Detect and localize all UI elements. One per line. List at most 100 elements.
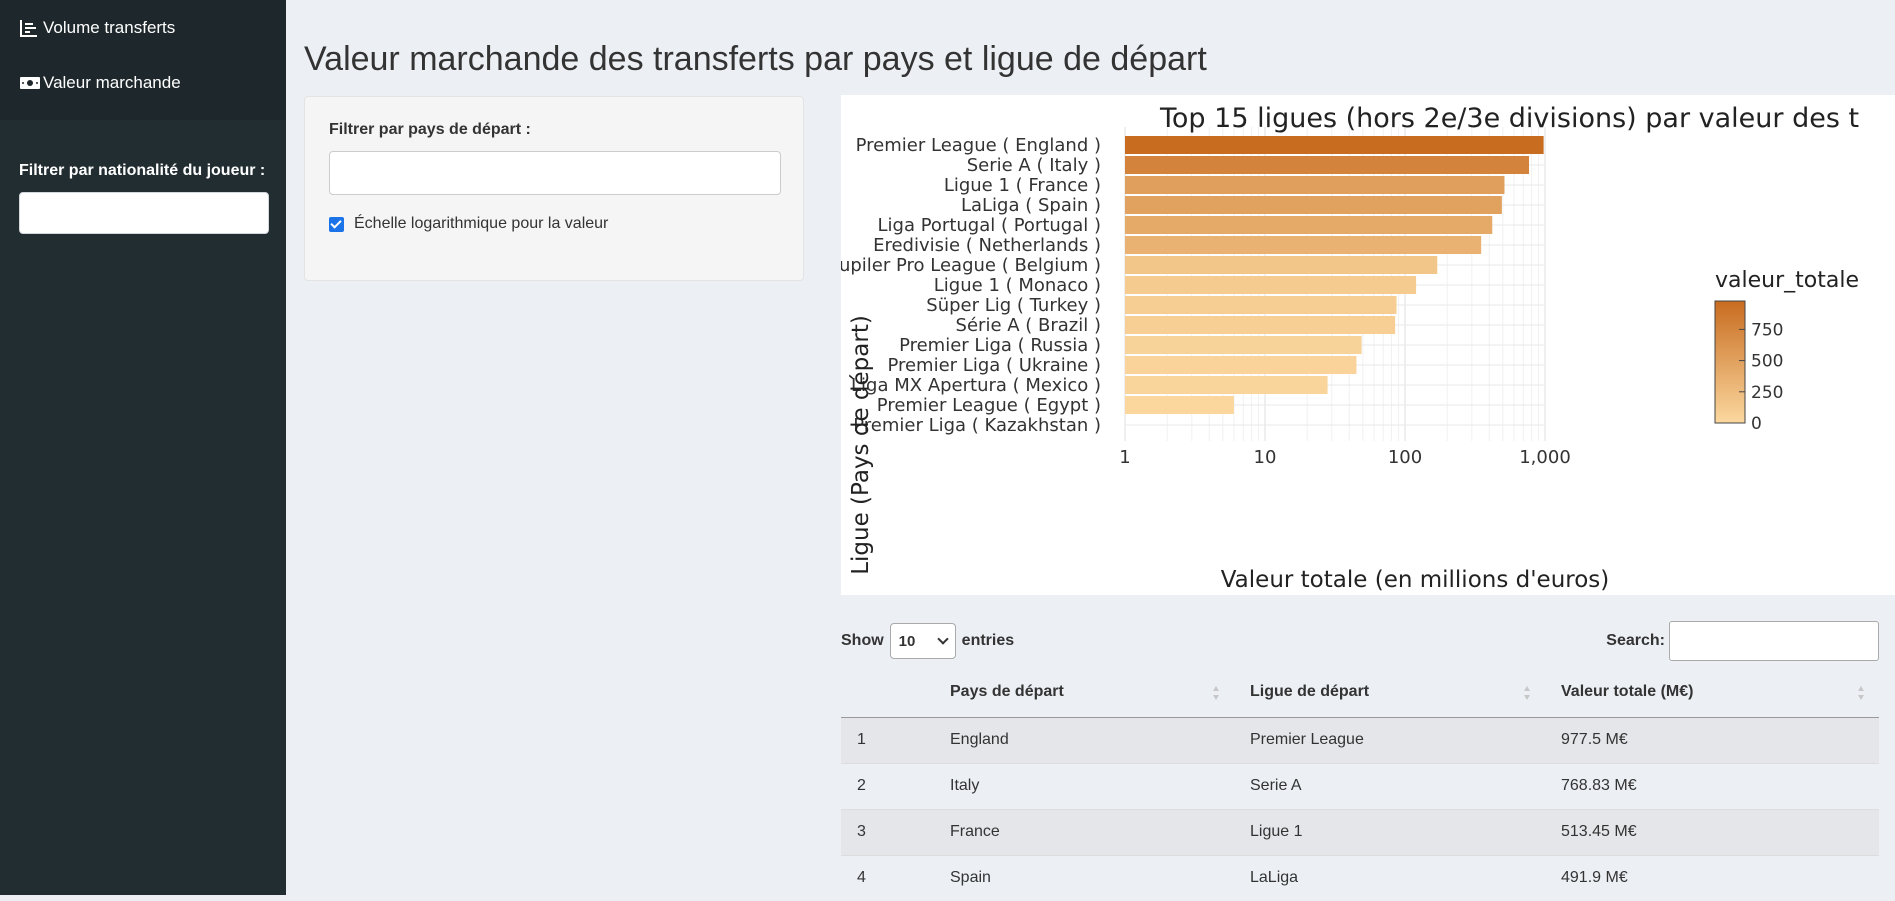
y-tick-label: Süper Lig ( Turkey ) bbox=[926, 295, 1101, 316]
page-length-control: Show 10 entries bbox=[841, 623, 1014, 659]
country-filter-label: Filtrer par pays de départ : bbox=[329, 121, 531, 138]
chart-title: Top 15 ligues (hors 2e/3e divisions) par… bbox=[1159, 103, 1859, 134]
page-length-value: 10 bbox=[898, 632, 916, 650]
legend-title: valeur_totale bbox=[1715, 268, 1859, 293]
cell-value: 977.5 M€ bbox=[1545, 716, 1879, 763]
money-bill-icon bbox=[19, 73, 40, 93]
cell-country: France bbox=[934, 808, 1234, 855]
y-tick-label: Premier Liga ( Ukraine ) bbox=[887, 355, 1101, 376]
legend-tick-label: 250 bbox=[1751, 383, 1783, 403]
y-tick-label: Ligue 1 ( Monaco ) bbox=[934, 275, 1101, 296]
cell-value: 491.9 M€ bbox=[1545, 854, 1879, 901]
table-controls: Show 10 entries Search: bbox=[841, 620, 1879, 662]
table-search-input[interactable] bbox=[1669, 621, 1879, 661]
search-label: Search: bbox=[1606, 632, 1665, 649]
chevron-down-icon bbox=[937, 633, 949, 645]
y-tick-label: Premier Liga ( Russia ) bbox=[899, 335, 1101, 356]
page-title: Valeur marchande des transferts par pays… bbox=[304, 40, 1207, 78]
y-tick-label: Premier League ( England ) bbox=[856, 135, 1101, 156]
show-label: Show bbox=[841, 632, 884, 649]
log-scale-checkbox[interactable] bbox=[329, 216, 344, 232]
chart-legend: valeur_totale 0 250 500 750 bbox=[1714, 268, 1859, 434]
log-scale-label: Échelle logarithmique pour la valeur bbox=[354, 215, 609, 232]
table-row[interactable]: 4 Spain LaLiga 491.9 M€ bbox=[841, 854, 1879, 901]
market-value-chart: Premier League ( England ) Serie A ( Ital… bbox=[841, 95, 1895, 595]
table-row[interactable]: 3 France Ligue 1 513.45 M€ bbox=[841, 808, 1879, 855]
y-tick-label: Liga Portugal ( Portugal ) bbox=[877, 215, 1101, 236]
table-search: Search: bbox=[1606, 621, 1879, 661]
y-tick-label: Jupiler Pro League ( Belgium ) bbox=[841, 255, 1101, 276]
cell-league: Ligue 1 bbox=[1234, 808, 1545, 855]
cell-league: Premier League bbox=[1234, 716, 1545, 763]
chart-x-axis-label: Valeur totale (en millions d'euros) bbox=[1221, 567, 1610, 593]
chart-bar[interactable] bbox=[1125, 316, 1396, 334]
x-tick-label: 1,000 bbox=[1519, 447, 1571, 468]
nationality-filter-input[interactable] bbox=[19, 192, 269, 234]
nationality-filter-label: Filtrer par nationalité du joueur : bbox=[19, 162, 266, 179]
cell-index: 3 bbox=[841, 808, 934, 855]
cell-index: 1 bbox=[841, 716, 934, 763]
chart-bar[interactable] bbox=[1125, 176, 1505, 194]
log-scale-option[interactable]: Échelle logarithmique pour la valeur bbox=[329, 215, 779, 233]
x-tick-label: 100 bbox=[1388, 447, 1422, 468]
chart-bar[interactable] bbox=[1125, 336, 1362, 354]
sort-icon bbox=[1213, 686, 1219, 700]
x-tick-label: 10 bbox=[1254, 447, 1277, 468]
country-filter-input[interactable] bbox=[329, 151, 781, 195]
sidebar: Volume transferts Valeur marchande Filtr… bbox=[0, 0, 286, 895]
x-tick-label: 1 bbox=[1119, 447, 1130, 468]
table-row[interactable]: 2 Italy Serie A 768.83 M€ bbox=[841, 762, 1879, 809]
chart-bar[interactable] bbox=[1125, 276, 1417, 294]
legend-tick-label: 750 bbox=[1751, 320, 1783, 340]
y-tick-label: Liga MX Apertura ( Mexico ) bbox=[851, 375, 1101, 396]
chart-bar[interactable] bbox=[1125, 356, 1357, 374]
legend-colorbar bbox=[1714, 300, 1746, 424]
sidebar-menu: Volume transferts Valeur marchande bbox=[0, 0, 286, 120]
entries-label: entries bbox=[961, 632, 1015, 649]
sidebar-item-valeur-marchande[interactable]: Valeur marchande bbox=[0, 55, 286, 110]
nationality-filter: Filtrer par nationalité du joueur : bbox=[0, 158, 286, 234]
cell-country: Spain bbox=[934, 854, 1234, 901]
chart-bar[interactable] bbox=[1125, 196, 1502, 214]
chart-bar[interactable] bbox=[1125, 156, 1530, 174]
column-header-value[interactable]: Valeur totale (M€) bbox=[1545, 667, 1879, 718]
sidebar-item-label: Volume transferts bbox=[43, 17, 176, 37]
chart-bar[interactable] bbox=[1125, 256, 1438, 274]
chart-bar[interactable] bbox=[1125, 136, 1544, 154]
cell-index: 2 bbox=[841, 762, 934, 809]
cell-league: Serie A bbox=[1234, 762, 1545, 809]
sort-icon bbox=[1524, 686, 1530, 700]
chart-bar[interactable] bbox=[1125, 296, 1397, 314]
page-length-select[interactable]: 10 bbox=[889, 623, 956, 659]
y-tick-label: Premier League ( Egypt ) bbox=[877, 395, 1101, 416]
table-header-row: Pays de départ Ligue de départ Valeur to… bbox=[841, 667, 1879, 718]
legend-tick-label: 500 bbox=[1751, 352, 1783, 372]
y-tick-label: Serie A ( Italy ) bbox=[967, 155, 1101, 176]
chart-y-axis-label: Ligue (Pays de départ) bbox=[848, 315, 874, 575]
cell-index: 4 bbox=[841, 854, 934, 901]
chart-bar[interactable] bbox=[1125, 236, 1482, 254]
cell-value: 768.83 M€ bbox=[1545, 762, 1879, 809]
table-row[interactable]: 1 England Premier League 977.5 M€ bbox=[841, 716, 1879, 763]
sidebar-item-volume-transferts[interactable]: Volume transferts bbox=[0, 0, 286, 55]
y-tick-label: LaLiga ( Spain ) bbox=[961, 195, 1101, 216]
bar-chart-icon bbox=[19, 18, 39, 38]
filter-panel: Filtrer par pays de départ : Échelle log… bbox=[304, 96, 804, 281]
sidebar-item-label: Valeur marchande bbox=[43, 72, 181, 92]
chart-bar[interactable] bbox=[1125, 216, 1493, 234]
column-header-index[interactable] bbox=[841, 667, 934, 718]
column-header-country[interactable]: Pays de départ bbox=[934, 667, 1234, 718]
chart-bar[interactable] bbox=[1125, 396, 1234, 414]
cell-league: LaLiga bbox=[1234, 854, 1545, 901]
market-value-table: Pays de départ Ligue de départ Valeur to… bbox=[841, 667, 1879, 901]
y-tick-label: Série A ( Brazil ) bbox=[956, 315, 1101, 336]
chart-bar[interactable] bbox=[1125, 376, 1328, 394]
legend-tick-label: 0 bbox=[1751, 414, 1762, 434]
cell-country: Italy bbox=[934, 762, 1234, 809]
cell-country: England bbox=[934, 716, 1234, 763]
y-tick-label: Ligue 1 ( France ) bbox=[944, 175, 1101, 196]
y-tick-label: Eredivisie ( Netherlands ) bbox=[873, 235, 1101, 256]
column-header-league[interactable]: Ligue de départ bbox=[1234, 667, 1545, 718]
y-tick-label: Premier Liga ( Kazakhstan ) bbox=[853, 415, 1101, 436]
chart-svg: Premier League ( England )Serie A ( Ital… bbox=[841, 103, 1859, 593]
